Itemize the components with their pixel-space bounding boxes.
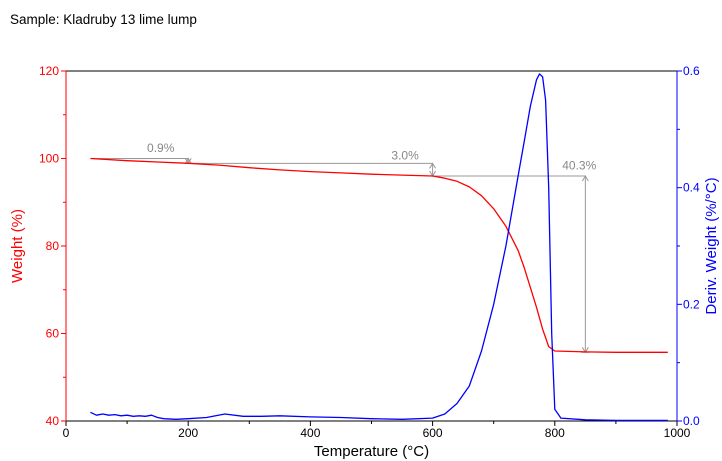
step-arrow-tail bbox=[429, 162, 437, 169]
x-tick-label: 600 bbox=[423, 426, 443, 440]
series bbox=[90, 73, 668, 422]
step-label: 0.9% bbox=[147, 141, 175, 155]
axes: 0 200 400 600 800 1000 40 60 80 100 120 0.0 0.2 0.4 0.… bbox=[39, 64, 700, 440]
deriv-weight-curve bbox=[90, 73, 668, 422]
right-y-axis-label: Deriv. Weight (%/°C) bbox=[703, 177, 720, 314]
x-tick-label: 400 bbox=[300, 426, 320, 440]
step-arrow-tail bbox=[184, 157, 192, 164]
left-y-tick-label: 100 bbox=[39, 152, 59, 166]
step-arrow-tail bbox=[581, 175, 589, 182]
step-label: 40.3% bbox=[562, 158, 596, 172]
x-tick-label: 200 bbox=[178, 426, 198, 440]
left-y-tick-label: 40 bbox=[46, 414, 60, 428]
axis-labels: Temperature (°C) Weight (%) Deriv. Weight … bbox=[9, 177, 720, 460]
step-label: 3.0% bbox=[391, 148, 419, 162]
weight-curve bbox=[90, 157, 668, 353]
chart-title: Sample: Kladruby 13 lime lump bbox=[10, 12, 197, 27]
right-y-tick-label: 0.0 bbox=[683, 414, 700, 428]
x-axis-label: Temperature (°C) bbox=[314, 443, 429, 460]
left-y-tick-label: 120 bbox=[39, 64, 59, 78]
right-y-tick-label: 0.4 bbox=[683, 181, 700, 195]
left-y-tick-label: 80 bbox=[46, 239, 60, 253]
annotations: 0.9% 3.0% 40.3% bbox=[90, 141, 597, 354]
x-tick-label: 800 bbox=[545, 426, 565, 440]
right-y-tick-label: 0.6 bbox=[683, 64, 700, 78]
left-y-axis-label: Weight (%) bbox=[9, 209, 26, 283]
right-y-tick-label: 0.2 bbox=[683, 297, 700, 311]
x-tick-label: 0 bbox=[63, 426, 70, 440]
left-y-tick-label: 60 bbox=[46, 327, 60, 341]
x-tick-label: 1000 bbox=[664, 426, 691, 440]
